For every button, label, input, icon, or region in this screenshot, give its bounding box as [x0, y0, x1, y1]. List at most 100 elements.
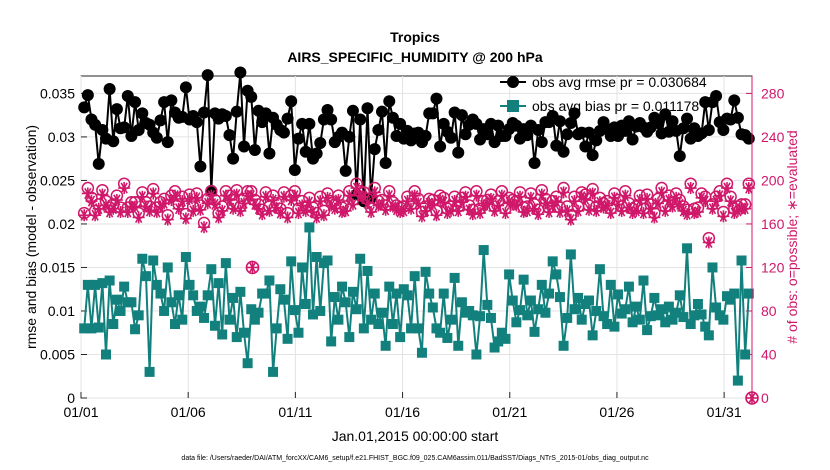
- rmse-point: [742, 132, 755, 145]
- rmse-point: [346, 104, 359, 117]
- rmse-point: [321, 103, 334, 116]
- evaluated-point: [96, 188, 109, 201]
- evaluated-point: [303, 196, 316, 209]
- bias-point: [671, 307, 682, 318]
- rmse-point: [579, 140, 592, 153]
- bias-point: [140, 271, 151, 282]
- rmse-point: [481, 128, 494, 141]
- rmse-point: [452, 146, 465, 159]
- bias-point: [591, 305, 602, 316]
- y2-tick-label: 280: [761, 85, 785, 101]
- bias-point: [587, 330, 598, 341]
- rmse-point: [717, 123, 730, 136]
- rmse-point: [230, 105, 243, 118]
- evaluated-point: [85, 195, 98, 208]
- bias-point: [373, 319, 384, 330]
- rmse-point: [223, 129, 236, 142]
- rmse-point: [339, 164, 352, 177]
- rmse-point: [118, 121, 131, 134]
- data-file-note: data file: /Users/raeder/DAI/ATM_forcXX/…: [181, 455, 649, 462]
- bias-point: [322, 255, 333, 266]
- bias-point: [148, 255, 159, 266]
- bias-point: [395, 332, 406, 343]
- bias-point: [514, 305, 525, 316]
- y2-tick-label: 0: [761, 390, 769, 406]
- evaluated-point: [655, 186, 668, 199]
- series-layer: [77, 66, 759, 405]
- evaluated-point: [129, 200, 142, 213]
- bias-point: [86, 323, 97, 334]
- bias-point: [239, 327, 250, 338]
- legend-rmse-label: obs avg rmse pr = 0.030684: [532, 74, 707, 90]
- evaluated-point: [742, 182, 755, 195]
- rmse-point: [434, 140, 447, 153]
- evaluated-point: [499, 207, 512, 220]
- evaluated-point: [684, 182, 697, 195]
- bias-point: [79, 323, 90, 334]
- bias-point: [631, 301, 642, 312]
- rmse-point: [343, 130, 356, 143]
- bias-point: [435, 327, 446, 338]
- bias-point: [511, 317, 522, 328]
- rmse-point: [681, 112, 694, 125]
- rmse-point: [702, 123, 715, 136]
- rmse-point: [586, 149, 599, 162]
- evaluated-point: [118, 182, 131, 195]
- bias-point: [456, 297, 467, 308]
- evaluated-point: [513, 190, 526, 203]
- bias-point: [674, 290, 685, 301]
- bias-point: [337, 281, 348, 292]
- evaluated-point: [633, 194, 646, 207]
- bias-point: [449, 272, 460, 283]
- rmse-point: [619, 124, 632, 137]
- rmse-point: [677, 122, 690, 135]
- bias-point: [416, 347, 427, 358]
- bias-point: [155, 288, 166, 299]
- bias-point: [173, 290, 184, 301]
- bias-point: [565, 249, 576, 260]
- bias-point: [645, 311, 656, 322]
- rmse-point: [532, 123, 545, 136]
- bias-point: [627, 317, 638, 328]
- bias-point: [736, 255, 747, 266]
- bias-point: [525, 295, 536, 306]
- evaluated-point: [713, 189, 726, 202]
- legend: obs avg rmse pr = 0.030684 obs avg bias …: [500, 74, 707, 114]
- evaluated-point: [281, 211, 294, 224]
- bias-point: [729, 288, 740, 299]
- rmse-point: [248, 143, 261, 156]
- y-tick-label: 0.02: [48, 216, 75, 232]
- rmse-point: [292, 132, 305, 145]
- rmse-point: [561, 128, 574, 141]
- bias-point: [692, 299, 703, 310]
- evaluated-point: [132, 211, 145, 224]
- bias-point: [282, 333, 293, 344]
- bias-point: [82, 279, 93, 290]
- evaluated-point: [582, 203, 595, 216]
- bias-point: [743, 288, 754, 299]
- evaluated-point: [681, 208, 694, 221]
- rmse-point: [136, 107, 149, 120]
- bias-point: [391, 288, 402, 299]
- evaluated-point: [724, 195, 737, 208]
- bias-point: [228, 292, 239, 303]
- evaluated-point: [183, 192, 196, 205]
- x-tick-label: 01/06: [171, 404, 206, 420]
- evaluated-point: [717, 210, 730, 223]
- bias-point: [732, 375, 743, 386]
- rmse-point: [154, 114, 167, 127]
- bias-point: [707, 262, 718, 273]
- x-tick-label: 01/26: [599, 404, 634, 420]
- y-axis-label: rmse and bias (model - observation): [23, 125, 39, 349]
- bias-point: [522, 310, 533, 321]
- bias-point: [246, 304, 257, 315]
- evaluated-point: [430, 209, 443, 222]
- evaluated-point: [288, 189, 301, 202]
- bias-point: [576, 314, 587, 325]
- rmse-point: [81, 89, 94, 102]
- bias-point: [500, 333, 511, 344]
- rmse-point: [150, 131, 163, 144]
- evaluated-point: [459, 190, 472, 203]
- bias-point: [209, 320, 220, 331]
- bias-point: [137, 253, 148, 264]
